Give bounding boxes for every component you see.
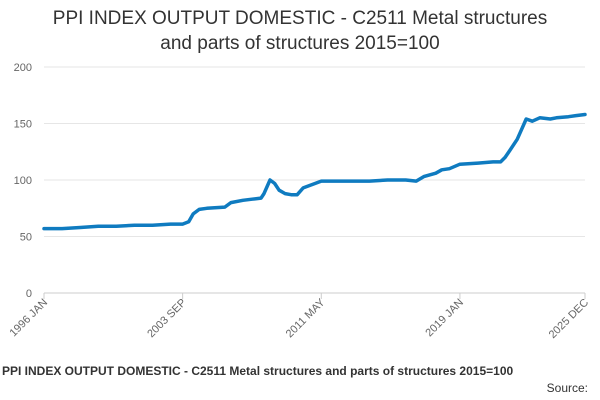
y-tick-label: 200 [14, 62, 32, 74]
source-label: Source: [546, 381, 588, 395]
x-tick-label: 2019 JAN [423, 297, 466, 340]
chart-caption: PPI INDEX OUTPUT DOMESTIC - C2511 Metal … [2, 364, 514, 378]
x-tick-label: 2011 MAY [284, 296, 328, 340]
series-line [42, 112, 587, 231]
y-tick-label: 0 [26, 288, 32, 300]
chart-title-line-1: PPI INDEX OUTPUT DOMESTIC - C2511 Metal … [52, 8, 548, 29]
y-tick-label: 100 [14, 175, 32, 187]
x-tick-label: 2003 SEP [145, 297, 189, 341]
y-tick-label: 50 [20, 232, 32, 244]
x-tick-label: 2025 DEC [547, 297, 591, 341]
x-tick-label: 1996 JAN [7, 297, 50, 340]
y-tick-label: 150 [14, 119, 32, 131]
chart-title-line-2: and parts of structures 2015=100 [160, 33, 440, 54]
y-axis: 0 50 100 150 200 [14, 62, 32, 300]
chart-title: PPI INDEX OUTPUT DOMESTIC - C2511 Metal … [0, 6, 600, 56]
x-axis: 1996 JAN 2003 SEP 2011 MAY 2019 JAN 2025 DEC [7, 293, 591, 341]
grid-lines [44, 66, 585, 294]
